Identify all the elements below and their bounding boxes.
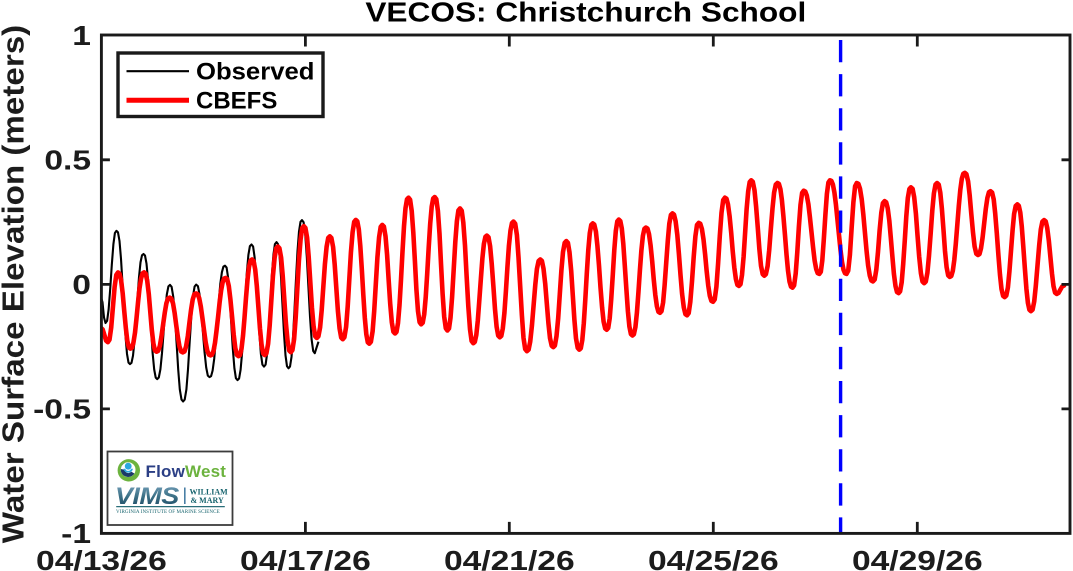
svg-text:04/17/26: 04/17/26 <box>240 545 371 571</box>
svg-text:0.5: 0.5 <box>44 144 91 176</box>
svg-text:& MARY: & MARY <box>191 496 224 505</box>
svg-text:CBEFS: CBEFS <box>196 88 277 115</box>
svg-text:FlowWest: FlowWest <box>146 462 227 481</box>
svg-text:VIMS: VIMS <box>115 483 179 510</box>
svg-text:Water Surface Elevation (meter: Water Surface Elevation (meters) <box>0 25 30 543</box>
svg-text:1: 1 <box>72 20 91 52</box>
svg-text:04/25/26: 04/25/26 <box>648 545 779 571</box>
svg-text:04/13/26: 04/13/26 <box>36 545 167 571</box>
svg-text:04/29/26: 04/29/26 <box>852 545 983 571</box>
svg-text:Observed: Observed <box>196 59 314 85</box>
svg-text:-0.5: -0.5 <box>33 393 91 425</box>
svg-text:04/21/26: 04/21/26 <box>444 545 575 571</box>
svg-text:WILLIAM: WILLIAM <box>190 487 229 496</box>
svg-text:-1: -1 <box>61 518 91 550</box>
svg-text:0: 0 <box>72 269 91 301</box>
svg-text:VECOS: Christchurch School: VECOS: Christchurch School <box>365 0 806 28</box>
svg-text:VIRGINIA INSTITUTE OF MARINE S: VIRGINIA INSTITUTE OF MARINE SCIENCE <box>116 509 220 515</box>
